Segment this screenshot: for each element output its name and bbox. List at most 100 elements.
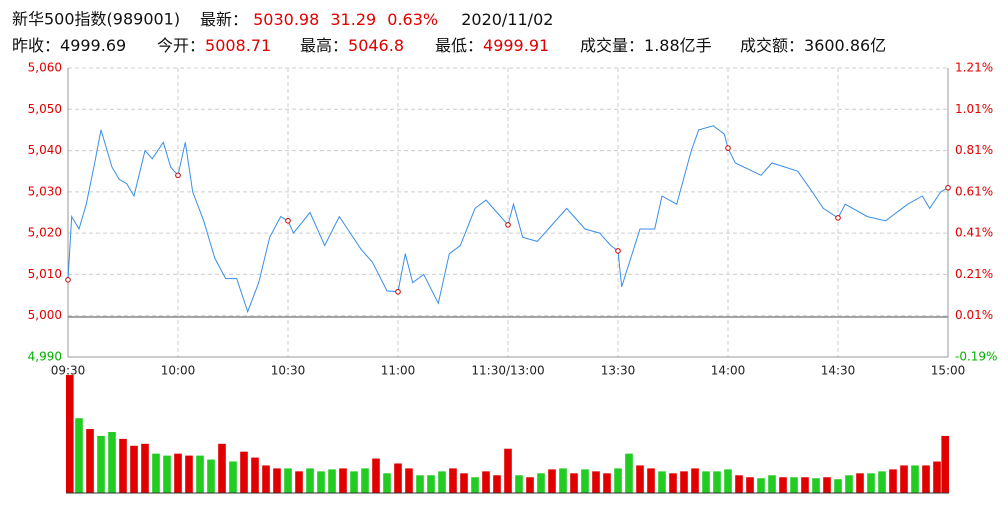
volume-bar <box>812 478 820 493</box>
point-marker <box>615 248 621 254</box>
volume-bar <box>229 461 237 493</box>
volume-bar <box>75 418 83 493</box>
latest-price: 5030.98 <box>253 10 319 29</box>
volume-bar <box>581 469 589 493</box>
volume-bar <box>856 473 864 493</box>
volume-bar <box>658 471 666 493</box>
x-tick-label: 14:00 <box>711 364 746 378</box>
volume-bar <box>790 477 798 493</box>
y2-tick-label: 1.01% <box>955 102 993 116</box>
volume-bar <box>537 473 545 493</box>
stat-value: 4999.91 <box>483 36 549 55</box>
volume-bar <box>460 473 468 493</box>
date: 2020/11/02 <box>461 10 553 29</box>
volume-bar <box>691 468 699 493</box>
volume-bar <box>933 461 941 493</box>
volume-bar <box>383 473 391 493</box>
volume-bar <box>66 374 74 493</box>
stat-value: 5046.8 <box>348 36 404 55</box>
volume-bar <box>603 473 611 493</box>
x-tick-label: 10:30 <box>271 364 306 378</box>
latest-pct: 0.63% <box>387 10 438 29</box>
volume-bar <box>746 477 754 493</box>
volume-bar <box>174 453 182 493</box>
stat: 今开：5008.71 <box>157 36 271 55</box>
volume-bar <box>713 471 721 493</box>
volume-bar <box>163 455 171 493</box>
volume-bar <box>900 465 908 493</box>
x-tick-label: 14:30 <box>821 364 856 378</box>
volume-bar <box>515 475 523 493</box>
x-tick-label: 10:00 <box>161 364 196 378</box>
stat-value: 4999.69 <box>60 36 126 55</box>
volume-bar <box>559 468 567 493</box>
x-tick-label: 13:30 <box>601 364 636 378</box>
x-tick-label: 09:30 <box>51 364 86 378</box>
latest: 最新： 5030.98 31.29 0.63% 2020/11/02 <box>200 10 553 29</box>
stat-label: 今开： <box>157 36 205 55</box>
volume-bar <box>592 471 600 493</box>
volume-bar <box>273 468 281 493</box>
volume-bar <box>823 477 831 493</box>
volume-bar <box>196 455 204 493</box>
volume-bar <box>306 468 314 493</box>
stat-label: 最低： <box>435 36 483 55</box>
y-tick-label: 4,990 <box>28 350 62 364</box>
volume-bar <box>119 438 127 493</box>
volume-bar <box>680 471 688 493</box>
volume-bar <box>339 468 347 493</box>
volume-bar <box>482 471 490 493</box>
stat-label: 最高： <box>300 36 348 55</box>
volume-bar <box>548 469 556 493</box>
volume-bar <box>185 455 193 493</box>
volume-bar <box>941 435 949 493</box>
volume-bar <box>878 471 886 493</box>
volume-bar <box>361 468 369 493</box>
y2-tick-label: 0.41% <box>955 226 993 240</box>
volume-bar <box>504 448 512 493</box>
volume-bar <box>449 468 457 493</box>
volume-bar <box>922 465 930 493</box>
stat: 成交量：1.88亿手 <box>580 36 712 55</box>
stats: 昨收：4999.69 今开：5008.71 最高：5046.8 最低：4999.91 成… <box>12 36 886 55</box>
point-marker <box>835 215 841 221</box>
volume-bar <box>471 477 479 493</box>
volume-bar <box>218 443 226 493</box>
y-tick-label: 5,060 <box>28 61 62 75</box>
y-tick-label: 5,030 <box>28 184 62 198</box>
volume-bar <box>801 477 809 493</box>
volume-bar <box>350 471 358 493</box>
y-tick-label: 5,050 <box>28 102 62 116</box>
volume-bar <box>526 477 534 493</box>
price-line <box>67 125 949 314</box>
volume-bar <box>130 445 138 493</box>
volume-bar <box>438 471 446 493</box>
volume-bar <box>867 473 875 493</box>
x-tick-label: 11:00 <box>381 364 416 378</box>
stat-value: 3600.86亿 <box>804 36 886 55</box>
volume-bar <box>834 479 842 493</box>
volume-bar <box>405 468 413 493</box>
y-tick-label: 5,010 <box>28 267 62 281</box>
volume-bar <box>911 465 919 493</box>
volume-bar <box>394 463 402 493</box>
volume-bar <box>152 453 160 493</box>
volume-bar <box>427 475 435 493</box>
volume-bar <box>735 475 743 493</box>
volume-bar <box>889 469 897 493</box>
volume-bar <box>636 465 644 493</box>
latest-change: 31.29 <box>330 10 376 29</box>
stat-label: 昨收： <box>12 36 60 55</box>
point-marker <box>175 172 181 179</box>
volume-bar <box>372 458 380 493</box>
volume-bar <box>97 435 105 493</box>
chart: 5,060 5,050 5,040 5,030 5,020 5,010 5,000 4,990… <box>28 61 997 494</box>
y2-tick-label: 0.01% <box>955 308 993 322</box>
stat-value: 1.88亿手 <box>644 36 712 55</box>
point-marker <box>285 217 291 224</box>
volume-bar <box>207 459 215 493</box>
volume-bar <box>141 443 149 493</box>
index-title: 新华500指数(989001) <box>12 10 180 29</box>
volume-bar <box>317 471 325 493</box>
